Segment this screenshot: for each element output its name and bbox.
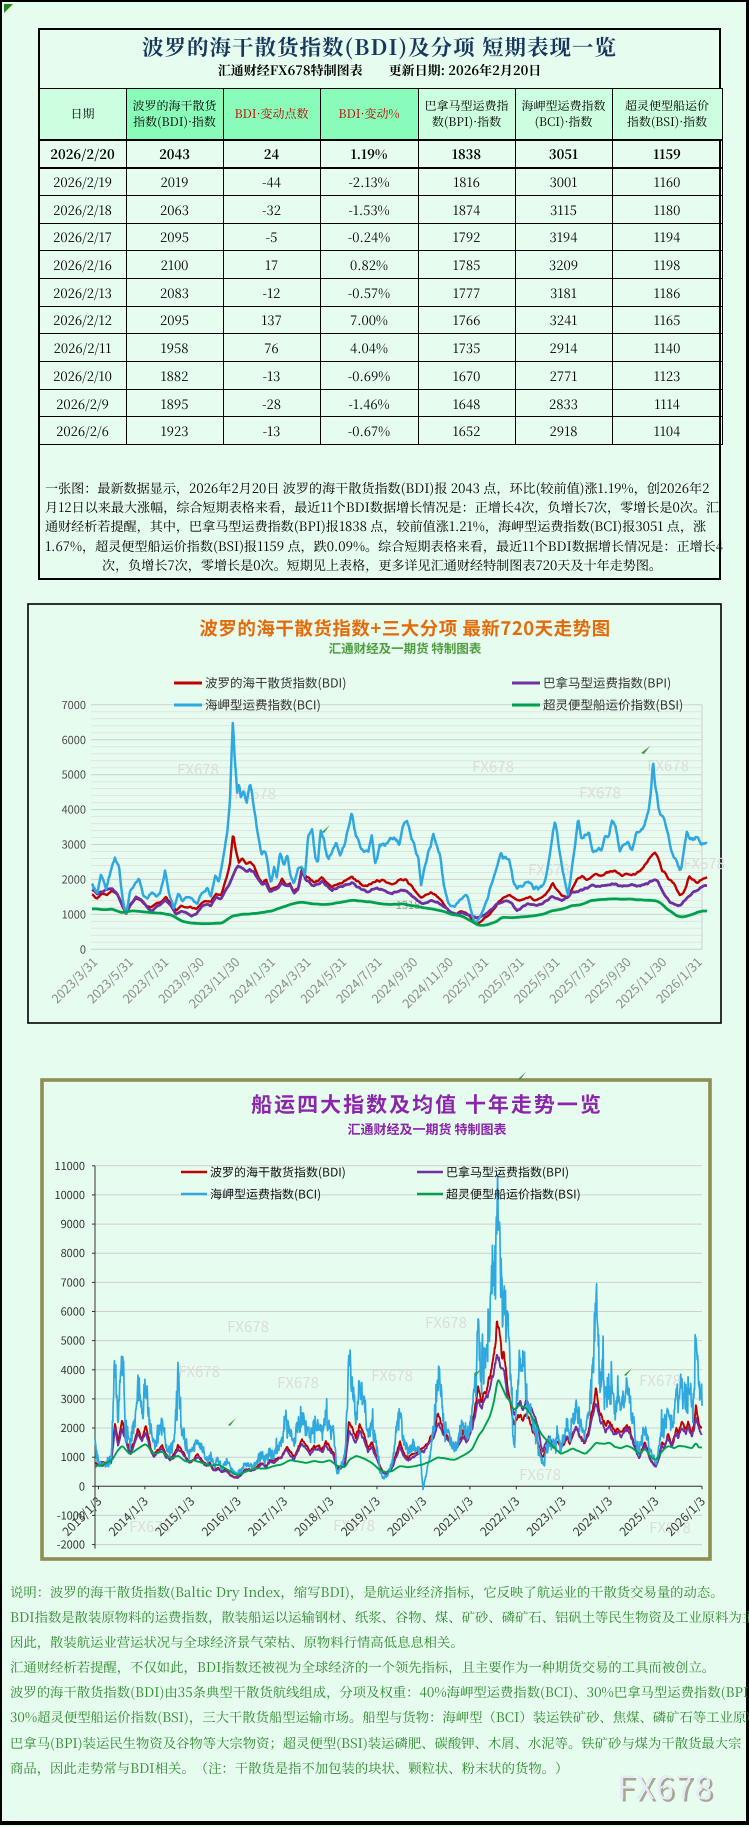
svg-text:FX678: FX678	[519, 1464, 561, 1485]
svg-text:波罗的海干散货指数+三大分项 最新720天走势图: 波罗的海干散货指数+三大分项 最新720天走势图	[199, 615, 610, 641]
svg-text:2016/1/3: 2016/1/3	[198, 1493, 245, 1540]
svg-text:2000: 2000	[61, 1420, 85, 1436]
svg-text:巴拿马型运费指数(BPI): 巴拿马型运费指数(BPI)	[543, 673, 671, 692]
svg-text:FX678: FX678	[472, 756, 514, 777]
svg-text:FX678: FX678	[528, 859, 570, 880]
svg-text:海岬型运费指数(BCI): 海岬型运费指数(BCI)	[210, 1186, 321, 1203]
svg-text:9000: 9000	[61, 1216, 85, 1232]
svg-text:巴拿马型运费指数(BPI): 巴拿马型运费指数(BPI)	[446, 1164, 569, 1181]
svg-text:0: 0	[80, 941, 86, 957]
svg-text:4000: 4000	[62, 802, 86, 818]
svg-text:FX678: FX678	[371, 1365, 413, 1386]
svg-text:5000: 5000	[62, 767, 86, 783]
svg-text:汇通财经及一期货 特制图表: 汇通财经及一期货 特制图表	[329, 638, 482, 657]
svg-text:2018/1/3: 2018/1/3	[290, 1493, 337, 1540]
svg-text:6000: 6000	[62, 732, 86, 748]
svg-text:2017/1/3: 2017/1/3	[244, 1493, 291, 1540]
svg-text:4000: 4000	[61, 1362, 85, 1378]
svg-text:8000: 8000	[61, 1245, 85, 1261]
svg-text:7000: 7000	[61, 1274, 85, 1290]
svg-text:0: 0	[79, 1478, 85, 1494]
svg-text:-1000: -1000	[57, 1507, 85, 1523]
svg-text:2024/1/3: 2024/1/3	[569, 1493, 616, 1540]
svg-text:2021/1/3: 2021/1/3	[430, 1493, 477, 1540]
svg-text:FX678: FX678	[177, 759, 219, 780]
svg-text:2000: 2000	[62, 871, 86, 887]
svg-text:超灵便型船运价指数(BSI): 超灵便型船运价指数(BSI)	[446, 1186, 581, 1203]
svg-text:船运四大指数及均值 十年走势一览: 船运四大指数及均值 十年走势一览	[251, 1089, 603, 1119]
svg-text:5000: 5000	[61, 1333, 85, 1349]
svg-text:波罗的海干散货指数(BDI): 波罗的海干散货指数(BDI)	[205, 673, 346, 692]
svg-text:2023/1/3: 2023/1/3	[523, 1493, 570, 1540]
svg-text:11000: 11000	[54, 1158, 85, 1174]
svg-text:1000: 1000	[62, 906, 86, 922]
svg-text:FX678: FX678	[178, 1361, 220, 1382]
svg-text:1000: 1000	[61, 1449, 85, 1465]
svg-text:2022/1/3: 2022/1/3	[476, 1493, 523, 1540]
svg-text:FX678: FX678	[683, 853, 725, 874]
svg-text:FX678: FX678	[649, 1517, 691, 1538]
svg-text:2020/1/3: 2020/1/3	[383, 1493, 430, 1540]
svg-text:FX678: FX678	[333, 1515, 375, 1536]
svg-text:FX678: FX678	[227, 1316, 269, 1337]
svg-text:FX678: FX678	[647, 755, 689, 776]
svg-text:6000: 6000	[61, 1304, 85, 1320]
svg-text:-2000: -2000	[57, 1537, 85, 1553]
svg-text:超灵便型船运价指数(BSI): 超灵便型船运价指数(BSI)	[543, 695, 683, 714]
svg-text:3000: 3000	[61, 1391, 85, 1407]
svg-text:波罗的海干散货指数(BDI): 波罗的海干散货指数(BDI)	[210, 1164, 346, 1181]
svg-text:FX678: FX678	[129, 1516, 171, 1537]
svg-text:汇通财经及一期货 特制图表: 汇通财经及一期货 特制图表	[348, 1119, 507, 1138]
svg-text:FX678: FX678	[579, 782, 621, 803]
svg-text:3000: 3000	[62, 837, 86, 853]
svg-text:海岬型运费指数(BCI): 海岬型运费指数(BCI)	[205, 695, 321, 714]
svg-text:FX678: FX678	[639, 1370, 681, 1391]
svg-text:7000: 7000	[62, 697, 86, 713]
svg-text:10000: 10000	[54, 1187, 85, 1203]
svg-text:FX678: FX678	[277, 1372, 319, 1393]
svg-text:FX678: FX678	[425, 1312, 467, 1333]
